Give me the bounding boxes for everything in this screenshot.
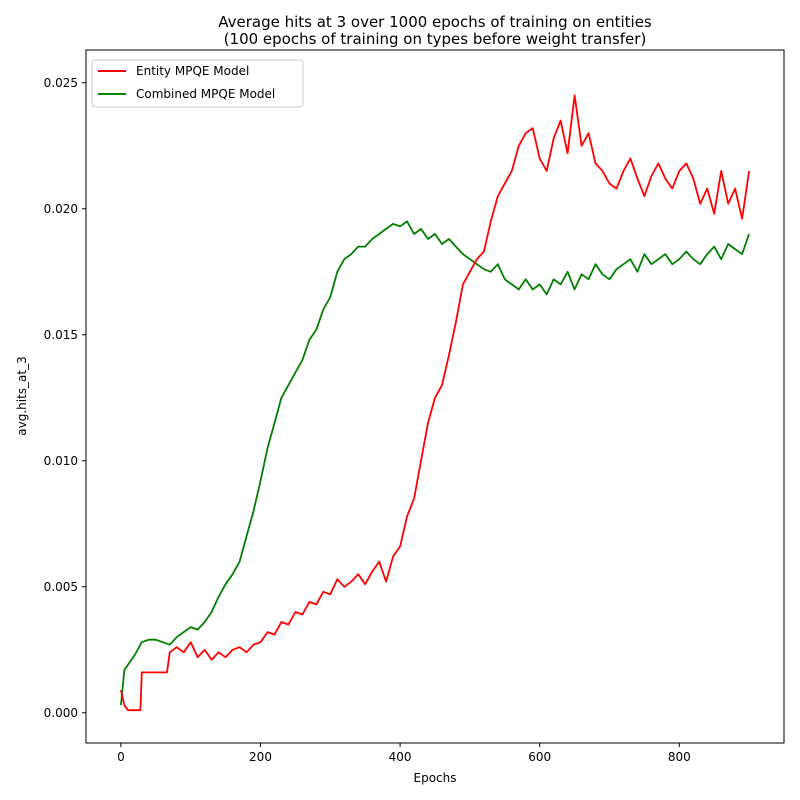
legend-label-entity: Entity MPQE Model	[136, 64, 249, 78]
y-tick-label: 0.000	[44, 706, 78, 720]
y-tick-label: 0.025	[44, 76, 78, 90]
y-tick-label: 0.020	[44, 202, 78, 216]
y-tick-label: 0.010	[44, 454, 78, 468]
legend: Entity MPQE Model Combined MPQE Model	[91, 59, 304, 108]
legend-box	[91, 59, 304, 108]
axes: 0 200 400 600 800 0.000 0.005 0.010 0.015 0.020 0.…	[44, 76, 691, 764]
x-tick-label: 200	[249, 750, 272, 764]
x-tick-label: 400	[389, 750, 412, 764]
y-axis-label: avg.hits_at_3	[15, 356, 29, 435]
chart-title: Average hits at 3 over 1000 epochs of tr…	[218, 13, 652, 31]
x-tick-label: 800	[668, 750, 691, 764]
y-tick-label: 0.005	[44, 580, 78, 594]
x-axis-label: Epochs	[414, 771, 457, 785]
chart-subtitle: (100 epochs of training on types before …	[224, 30, 647, 48]
y-tick-label: 0.015	[44, 328, 78, 342]
x-tick-label: 600	[528, 750, 551, 764]
plot-area	[120, 94, 750, 712]
plot-frame	[85, 49, 785, 744]
series-line-combined	[120, 220, 750, 706]
legend-label-combined: Combined MPQE Model	[136, 87, 275, 101]
series-line-entity	[120, 94, 750, 712]
x-tick-label: 0	[117, 750, 125, 764]
